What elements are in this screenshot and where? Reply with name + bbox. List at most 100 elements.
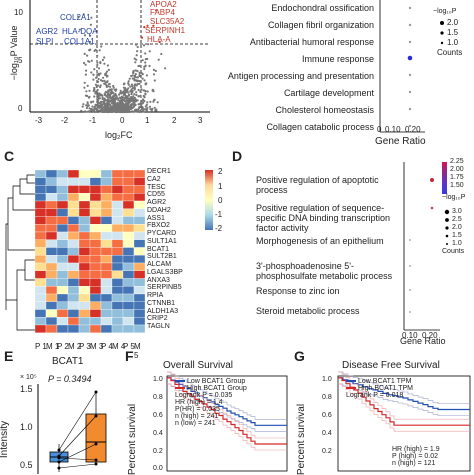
- heatmap-cell: [45, 317, 58, 326]
- volcano-point: [103, 92, 106, 95]
- heatmap-cell: [78, 286, 91, 295]
- sample-label: M 5: [134, 342, 141, 360]
- heatmap-cell: [34, 231, 47, 240]
- volcano-point: [99, 84, 102, 87]
- go-x-tick: 0.10: [385, 125, 401, 134]
- volcano-point: [133, 102, 136, 105]
- go-legend-title: −log₁₀P: [433, 8, 457, 15]
- heatmap-colorbar: [205, 170, 213, 230]
- volcano-point: [97, 67, 101, 70]
- volcano-point: [103, 101, 106, 104]
- volcano-x-tick: -2: [61, 116, 69, 125]
- heatmap-cell: [111, 231, 124, 240]
- volcano-point: [97, 99, 100, 102]
- heatmap-cell: [89, 239, 102, 248]
- heatmap-cell: [34, 239, 47, 248]
- go-dot: [409, 265, 411, 267]
- volcano-point: [82, 103, 85, 106]
- volcano-point: [124, 104, 127, 107]
- heatmap-cell: [133, 231, 146, 240]
- volcano-point: [111, 91, 114, 94]
- heatmap-cell: [133, 309, 146, 318]
- heatmap-cell: [78, 301, 91, 310]
- heatmap-cell: [89, 208, 102, 217]
- volcano-point: [86, 84, 89, 87]
- volcano-point: [92, 100, 95, 103]
- y-tick: 0.0: [153, 465, 163, 472]
- heatmap-cell: [56, 193, 69, 202]
- volcano-point: [90, 59, 93, 62]
- volcano-point: [92, 73, 95, 76]
- volcano-point: [153, 98, 156, 101]
- go-x-tick: 0.20: [405, 125, 421, 134]
- volcano-point: [127, 93, 131, 96]
- heatmap-cell: [34, 324, 47, 333]
- heatmap-cell: [133, 239, 146, 248]
- go-dot: [430, 178, 434, 182]
- go-dot: [409, 289, 411, 291]
- volcano-point: [134, 98, 137, 101]
- heatmap-cell: [67, 216, 80, 225]
- heatmap-cell: [133, 317, 146, 326]
- heatmap-cell: [78, 200, 91, 209]
- volcano-point: [154, 69, 157, 72]
- volcano-point: [152, 24, 155, 27]
- volcano-point: [96, 104, 100, 107]
- volcano-point: [108, 107, 111, 110]
- volcano-point: [139, 94, 142, 97]
- volcano-point: [106, 81, 109, 84]
- volcano-point: [113, 103, 116, 107]
- km-ci-upper: [338, 371, 470, 404]
- heatmap-cell: [34, 224, 47, 233]
- volcano-point: [120, 102, 123, 105]
- heatmap-cell: [67, 286, 80, 295]
- heatmap-cell: [34, 193, 47, 202]
- heatmap-cell: [100, 286, 113, 295]
- volcano-point: [120, 107, 123, 110]
- volcano-point: [88, 48, 91, 51]
- volcano-point: [140, 88, 143, 91]
- sample-label: P 4: [101, 342, 113, 351]
- heatmap-cell: [67, 262, 80, 271]
- go-term: Endochondral ossification: [271, 3, 374, 13]
- volcano-point: [155, 9, 158, 12]
- panel-e-y-label: Intensity: [0, 420, 11, 459]
- volcano-point: [104, 72, 108, 75]
- heatmap-cell: [100, 177, 113, 186]
- volcano-point: [93, 110, 96, 114]
- heatmap-cell: [133, 286, 146, 295]
- heatmap-cell: [100, 239, 113, 248]
- km-ci-upper: [167, 371, 287, 420]
- heatmap-cell: [100, 317, 113, 326]
- heatmap-cell: [45, 262, 58, 271]
- km-stat: HR (high) = 1.4: [175, 399, 223, 406]
- volcano-point: [135, 93, 138, 97]
- heatmap-cell: [111, 255, 124, 264]
- volcano-point: [131, 103, 134, 106]
- volcano-point: [126, 105, 129, 109]
- volcano-point: [152, 90, 155, 93]
- y-tick: 0.6: [322, 412, 332, 419]
- up-gene-label: SERPINH1: [145, 26, 186, 35]
- volcano-point: [116, 107, 119, 110]
- go-dot: [409, 239, 411, 241]
- y-tick: 0.5: [20, 460, 33, 470]
- heatmap-cell: [100, 216, 113, 225]
- volcano-point: [134, 108, 138, 111]
- legend-low: Low BCAT1 Group: [187, 378, 246, 385]
- gene-label: CA2: [147, 175, 161, 183]
- volcano-point: [108, 103, 111, 106]
- heatmap-cell: [133, 247, 146, 256]
- heatmap-cell: [67, 317, 80, 326]
- heatmap-cell: [122, 309, 135, 318]
- km-plot-overall: [166, 371, 288, 472]
- volcano-y-tick-10: 10: [14, 8, 23, 17]
- heatmap-cell: [100, 193, 113, 202]
- heatmap-cell: [45, 185, 58, 194]
- volcano-point: [144, 61, 147, 64]
- volcano-point: [139, 102, 142, 105]
- volcano-point: [136, 80, 139, 83]
- heatmap-cell: [100, 231, 113, 240]
- volcano-point: [101, 105, 104, 108]
- go-count-value: 2.5: [452, 216, 462, 223]
